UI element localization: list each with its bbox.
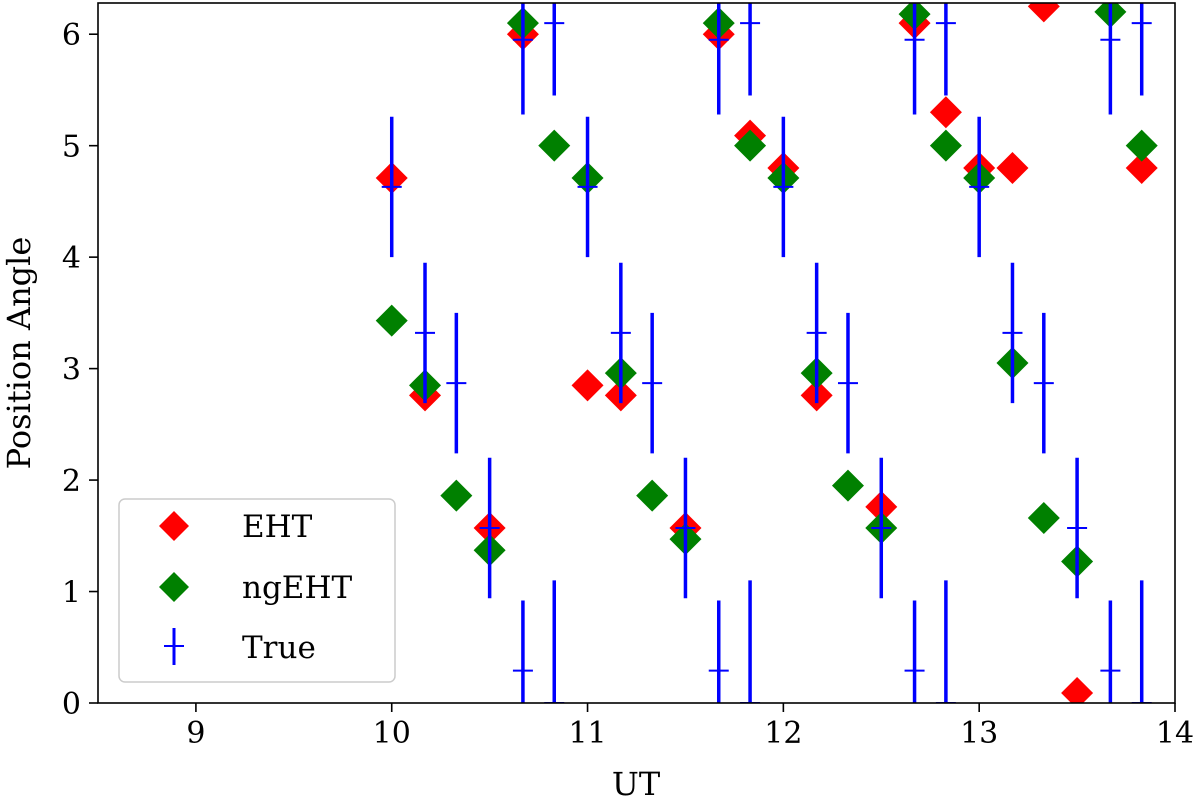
y-tick-label: 3 xyxy=(62,353,81,388)
x-tick-label: 10 xyxy=(373,716,411,751)
legend-eht-label: EHT xyxy=(242,509,313,545)
data-marks xyxy=(375,3,1158,703)
true-point xyxy=(969,116,990,258)
legend-box xyxy=(118,498,396,683)
true-point xyxy=(1100,3,1121,115)
eht-point xyxy=(1061,676,1094,703)
true-point xyxy=(512,600,533,703)
true-point xyxy=(544,580,565,703)
x-tick-label: 11 xyxy=(568,716,606,751)
ngeht-point xyxy=(831,469,864,502)
true-point xyxy=(675,457,696,599)
x-tick-label: 12 xyxy=(764,716,802,751)
true-point xyxy=(610,262,631,404)
true-point xyxy=(479,457,500,599)
true-point xyxy=(1067,457,1088,599)
true-point xyxy=(1100,600,1121,703)
eht-point xyxy=(929,96,962,129)
true-point xyxy=(708,600,729,703)
y-tick-label: 0 xyxy=(62,687,81,722)
x-tick-label: 13 xyxy=(960,716,998,751)
ngeht-point xyxy=(929,129,962,162)
true-point xyxy=(1002,262,1023,404)
y-tick-label: 4 xyxy=(62,241,81,276)
true-point xyxy=(740,3,761,96)
eht-point xyxy=(1027,3,1060,23)
x-tick-label: 14 xyxy=(1156,716,1194,751)
true-point xyxy=(512,3,533,115)
true-point xyxy=(773,116,794,258)
ngeht-point xyxy=(440,479,473,512)
y-tick-label: 6 xyxy=(62,18,81,53)
true-point xyxy=(1131,580,1152,703)
ngeht-point xyxy=(1125,129,1158,162)
plot-frame xyxy=(97,2,1176,704)
y-axis-label: Position Angle xyxy=(0,237,38,470)
x-axis-label: UT xyxy=(612,765,661,803)
true-point xyxy=(381,116,402,258)
true-point xyxy=(871,457,892,599)
legend: EHT ngEHT True xyxy=(118,498,396,683)
eht-point xyxy=(1125,151,1158,184)
true-point xyxy=(1131,3,1152,96)
true-point xyxy=(544,3,565,96)
true-point xyxy=(806,262,827,404)
legend-ngeht-marker xyxy=(159,572,189,602)
true-point xyxy=(904,600,925,703)
y-tick-label: 1 xyxy=(62,576,81,611)
true-point xyxy=(1033,312,1054,454)
ngeht-point xyxy=(636,479,669,512)
x-tick-label: 9 xyxy=(186,716,205,751)
true-point xyxy=(708,3,729,115)
ngeht-point xyxy=(734,129,767,162)
y-tick-label: 2 xyxy=(62,464,81,499)
y-tick-label: 5 xyxy=(62,130,81,165)
true-point xyxy=(904,3,925,115)
true-point xyxy=(837,312,858,454)
true-point xyxy=(935,580,956,703)
ngeht-point xyxy=(538,129,571,162)
eht-point xyxy=(571,369,604,402)
true-point xyxy=(577,116,598,258)
ngeht-point xyxy=(1027,501,1060,534)
ngeht-point xyxy=(375,304,408,337)
true-point xyxy=(642,312,663,454)
true-point xyxy=(415,262,436,404)
true-point xyxy=(446,312,467,454)
legend-ngeht-label: ngEHT xyxy=(242,570,352,606)
true-point xyxy=(935,3,956,96)
legend-true-label: True xyxy=(242,630,316,666)
eht-point xyxy=(996,151,1029,184)
legend-eht-marker xyxy=(159,511,189,541)
true-point xyxy=(740,580,761,703)
